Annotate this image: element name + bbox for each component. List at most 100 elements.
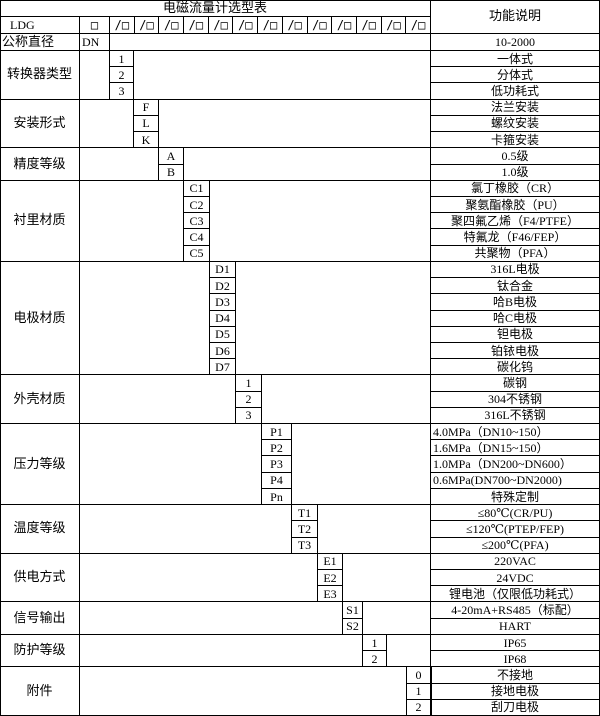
option-desc: 法兰安装 [431,99,600,116]
option-code: D7 [210,359,236,376]
option-desc: 分体式 [431,67,600,84]
option-desc: 316L不锈钢 [431,407,600,425]
option-desc: 特氟龙（F46/FEP） [431,229,600,246]
option-code: 1 [363,634,387,652]
option-code: 2 [363,651,387,668]
option-code: P2 [262,440,292,457]
option-desc: 铂铱电极 [431,342,600,360]
option-code: D1 [210,261,236,279]
option-desc: 不接地 [431,667,600,684]
option-code: D3 [210,294,236,311]
option-desc: 316L电极 [431,261,600,279]
code-box: /□ [184,17,209,34]
option-desc: 卡箍安装 [431,132,600,149]
option-desc: 碳化钨 [431,359,600,376]
option-code: C4 [184,229,210,246]
option-desc: 聚四氟乙烯（F4/PTFE） [431,213,600,230]
group-label: 电极材质 [0,261,80,376]
option-desc: 一体式 [431,51,600,68]
blank-cell [80,51,110,100]
blank-cell [80,148,159,181]
option-desc: 4.0MPa（DN10~150） [431,424,600,441]
blank-cell [80,424,262,506]
option-code: D2 [210,278,236,295]
option-code: 1 [236,375,262,392]
option-code: C3 [184,213,210,230]
option-code: T3 [292,537,318,554]
code-box: /□ [381,17,407,34]
blank-cell [292,424,431,506]
group-label: 安装形式 [0,99,80,149]
table-title: 电磁流量计选型表 [0,0,431,17]
option-desc: 24VDC [431,570,600,587]
option-code: S1 [343,602,363,619]
option-desc: 钛合金 [431,278,600,295]
option-desc: 1.6MPa（DN15~150） [431,440,600,457]
diameter-label: 公称直径 [0,34,80,51]
group-label: 精度等级 [0,148,80,181]
option-desc: 4-20mA+RS485（标配） [431,602,600,619]
option-code: 2 [236,391,262,408]
option-desc: 低功耗式 [431,83,600,100]
option-desc: 锂电池（仅限低功耗式） [431,586,600,603]
option-desc: 螺纹安装 [431,115,600,133]
option-desc: 聚氨酯橡胶（PU） [431,196,600,214]
group-label: 信号输出 [0,602,80,635]
code-box: /□ [406,17,431,34]
group-label: 防护等级 [0,634,80,668]
blank-cell [80,553,318,603]
code-box: /□ [356,17,382,34]
blank-cell [210,180,431,262]
option-code: 2 [110,67,134,84]
option-desc: 刮刀电极 [431,699,600,716]
blank-cell [80,602,343,635]
model-label: LDG [0,17,80,34]
blank-cell [236,261,431,376]
option-desc: 哈B电极 [431,294,600,311]
group-label: 外壳材质 [0,375,80,425]
blank-cell [184,148,431,181]
first-box: □ [80,17,110,34]
option-code: P4 [262,472,292,489]
option-code: D4 [210,310,236,327]
blank-cell [80,99,134,149]
option-code: C1 [184,180,210,197]
blank-cell [80,375,236,425]
option-code: D6 [210,342,236,360]
option-desc: 220VAC [431,553,600,571]
group-label: 衬里材质 [0,180,80,262]
option-desc: 1.0MPa（DN200~DN600） [431,456,600,473]
code-box: /□ [282,17,308,34]
option-desc: IP65 [431,634,600,652]
group-label: 附件 [0,667,80,716]
option-desc: 钽电极 [431,326,600,343]
option-desc: ≤80℃(CR/PU) [431,505,600,522]
code-box: /□ [159,17,185,34]
group-label: 温度等级 [0,505,80,554]
option-desc: 接地电极 [431,683,600,700]
option-desc: HART [431,618,600,635]
blank-cell [110,34,431,51]
group-label: 供电方式 [0,553,80,603]
diameter-desc: 10-2000 [431,34,600,51]
option-code: E2 [318,570,343,587]
code-box: /□ [258,17,283,34]
option-code: 1 [407,683,431,700]
diameter-code: DN [80,34,110,51]
code-box: /□ [134,17,160,34]
blank-cell [159,99,431,149]
option-code: 0 [407,667,431,684]
option-code: E1 [318,553,343,571]
blank-cell [318,505,431,554]
blank-cell [80,505,292,554]
option-desc: 氯丁橡胶（CR） [431,180,600,197]
option-desc: 0.6MPa(DN700~DN2000) [431,472,600,489]
option-code: 3 [110,83,134,100]
option-code: K [134,132,159,149]
group-label: 压力等级 [0,424,80,506]
option-code: T2 [292,521,318,538]
code-box: /□ [332,17,357,34]
option-code: Pn [262,488,292,506]
code-box: /□ [110,17,135,34]
